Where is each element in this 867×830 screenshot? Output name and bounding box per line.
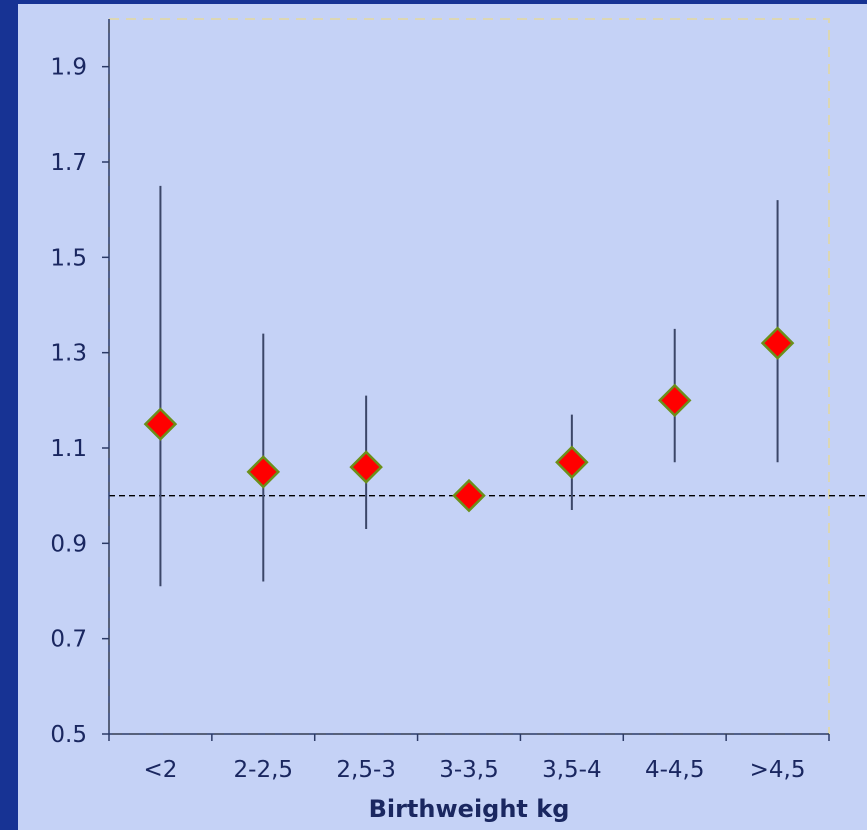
data-point-marker (349, 450, 383, 484)
y-tick-label: 0.7 (50, 627, 87, 653)
y-tick-label: 1.9 (50, 55, 87, 81)
plot-area-border (108, 18, 830, 735)
y-tick-label: 0.9 (50, 531, 87, 557)
x-tick-label: 3-3,5 (439, 757, 499, 783)
x-axis: <2 2-2,5 2,5-3 3-3,5 3,5-4 4-4,5 >4,5 (108, 733, 830, 783)
data-point-marker (657, 383, 692, 418)
point-markers (143, 326, 795, 513)
x-tick-label: 2-2,5 (234, 757, 294, 783)
data-point-marker (760, 326, 795, 360)
x-axis-title: Birthweight kg (369, 795, 570, 823)
error-bars (159, 185, 779, 587)
data-point-marker (246, 455, 281, 489)
y-tick-label: 1.1 (50, 436, 87, 462)
x-tick-label: 3,5-4 (542, 757, 602, 783)
data-point-marker (143, 407, 178, 441)
x-tick-label: 4-4,5 (645, 757, 705, 783)
y-axis: 0.5 0.7 0.9 1.1 1.3 1.5 1.7 1.9 (50, 19, 110, 748)
x-tick-label: 2,5-3 (336, 757, 396, 783)
y-tick-label: 1.5 (50, 245, 87, 271)
y-tick-label: 1.3 (50, 341, 87, 367)
data-point-marker (555, 445, 589, 480)
y-tick-label: 1.7 (50, 150, 87, 176)
data-point-marker (452, 478, 486, 513)
forest-plot-chart: 0.5 0.7 0.9 1.1 1.3 1.5 1.7 1.9 <2 2-2,5 2,5-3 3-3… (50, 18, 867, 823)
chart-panel: 0.5 0.7 0.9 1.1 1.3 1.5 1.7 1.9 <2 2-2,5 2,5-3 3-3… (18, 4, 867, 830)
x-tick-label: <2 (143, 757, 177, 783)
y-tick-label: 0.5 (50, 722, 87, 748)
x-tick-label: >4,5 (750, 757, 806, 783)
